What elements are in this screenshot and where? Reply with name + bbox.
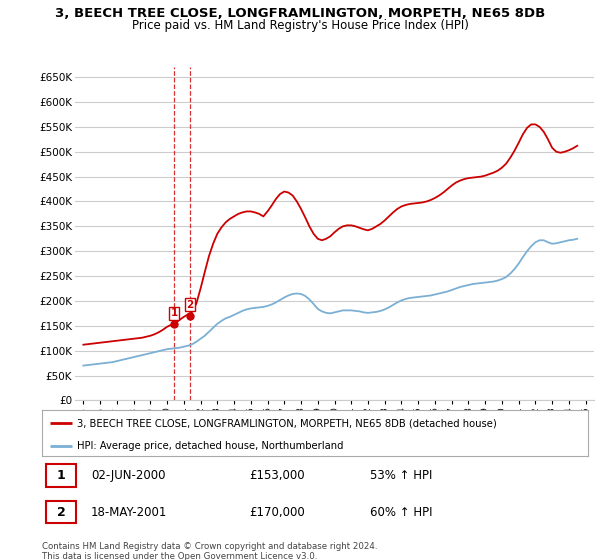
FancyBboxPatch shape (46, 464, 76, 487)
Text: 1: 1 (57, 469, 66, 482)
Text: 1: 1 (170, 309, 178, 319)
Text: Contains HM Land Registry data © Crown copyright and database right 2024.
This d: Contains HM Land Registry data © Crown c… (42, 542, 377, 560)
Text: 60% ↑ HPI: 60% ↑ HPI (370, 506, 432, 519)
Text: Price paid vs. HM Land Registry's House Price Index (HPI): Price paid vs. HM Land Registry's House … (131, 19, 469, 32)
Text: 53% ↑ HPI: 53% ↑ HPI (370, 469, 432, 482)
Text: HPI: Average price, detached house, Northumberland: HPI: Average price, detached house, Nort… (77, 441, 344, 451)
Text: £170,000: £170,000 (250, 506, 305, 519)
Text: 18-MAY-2001: 18-MAY-2001 (91, 506, 167, 519)
Text: 02-JUN-2000: 02-JUN-2000 (91, 469, 166, 482)
FancyBboxPatch shape (46, 501, 76, 524)
Text: £153,000: £153,000 (250, 469, 305, 482)
Text: 3, BEECH TREE CLOSE, LONGFRAMLINGTON, MORPETH, NE65 8DB: 3, BEECH TREE CLOSE, LONGFRAMLINGTON, MO… (55, 7, 545, 20)
Text: 2: 2 (57, 506, 66, 519)
Text: 2: 2 (187, 300, 194, 310)
Text: 3, BEECH TREE CLOSE, LONGFRAMLINGTON, MORPETH, NE65 8DB (detached house): 3, BEECH TREE CLOSE, LONGFRAMLINGTON, MO… (77, 418, 497, 428)
